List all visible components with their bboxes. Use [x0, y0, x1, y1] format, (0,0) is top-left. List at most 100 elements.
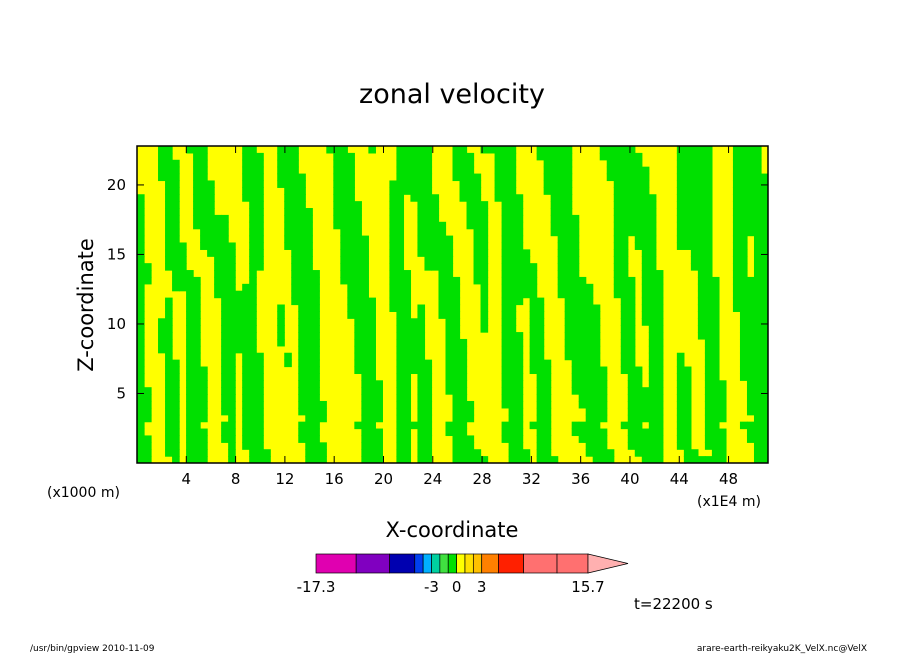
negative-velocity-cell	[158, 166, 166, 175]
negative-velocity-cell	[760, 400, 768, 409]
negative-velocity-cell	[431, 201, 440, 209]
negative-velocity-cell	[543, 442, 552, 450]
negative-velocity-cell	[648, 373, 657, 381]
negative-velocity-cell	[508, 146, 517, 154]
negative-velocity-cell	[186, 345, 194, 354]
negative-velocity-cell	[298, 380, 306, 388]
negative-velocity-cell	[144, 394, 152, 402]
negative-velocity-cell	[760, 256, 768, 264]
negative-velocity-cell	[704, 318, 713, 326]
negative-velocity-cell	[298, 201, 306, 209]
negative-velocity-cell	[627, 208, 636, 216]
negative-velocity-cell	[480, 201, 489, 209]
negative-velocity-cell	[613, 283, 622, 292]
negative-velocity-cell	[711, 304, 720, 312]
negative-velocity-cell	[613, 187, 622, 195]
negative-velocity-cell	[501, 180, 510, 188]
negative-velocity-cell	[200, 400, 208, 409]
negative-velocity-cell	[165, 318, 173, 326]
negative-velocity-cell	[648, 456, 657, 463]
negative-velocity-cell	[641, 400, 650, 409]
negative-velocity-cell	[172, 214, 180, 223]
negative-velocity-cell	[445, 387, 454, 395]
negative-velocity-cell	[697, 456, 706, 463]
negative-velocity-cell	[249, 373, 257, 381]
negative-velocity-cell	[634, 400, 643, 409]
negative-velocity-cell	[508, 187, 517, 195]
negative-velocity-cell	[634, 449, 643, 457]
negative-velocity-cell	[333, 146, 341, 154]
negative-velocity-cell	[585, 290, 594, 299]
negative-velocity-cell	[242, 421, 250, 430]
negative-velocity-cell	[452, 345, 461, 354]
negative-velocity-cell	[571, 297, 580, 306]
negative-velocity-cell	[536, 318, 545, 326]
negative-velocity-cell	[452, 338, 461, 347]
negative-velocity-cell	[298, 180, 306, 188]
negative-velocity-cell	[424, 152, 433, 161]
negative-velocity-cell	[760, 297, 768, 306]
negative-velocity-cell	[536, 332, 545, 340]
negative-velocity-cell	[613, 249, 622, 257]
negative-velocity-cell	[627, 201, 636, 209]
negative-velocity-cell	[165, 366, 173, 375]
colorbar-tick-label: -17.3	[297, 578, 336, 596]
negative-velocity-cell	[193, 435, 201, 443]
negative-velocity-cell	[753, 325, 762, 333]
negative-velocity-cell	[704, 297, 713, 306]
negative-velocity-cell	[711, 338, 720, 347]
negative-velocity-cell	[620, 270, 629, 278]
x-tick-label: 24	[423, 470, 442, 488]
negative-velocity-cell	[571, 228, 580, 237]
plot-area	[136, 145, 769, 464]
x-tick-label: 16	[325, 470, 344, 488]
negative-velocity-cell	[361, 435, 369, 443]
negative-velocity-cell	[683, 173, 692, 182]
negative-velocity-cell	[746, 187, 755, 195]
negative-velocity-cell	[214, 249, 222, 257]
negative-velocity-cell	[648, 201, 657, 209]
negative-velocity-cell	[424, 449, 433, 457]
negative-velocity-cell	[585, 442, 594, 450]
negative-velocity-cell	[739, 221, 748, 230]
x-tick-label: 32	[522, 470, 541, 488]
negative-velocity-cell	[564, 201, 573, 209]
negative-velocity-cell	[249, 421, 257, 430]
negative-velocity-cell	[368, 449, 376, 457]
negative-velocity-cell	[613, 235, 622, 244]
negative-velocity-cell	[389, 201, 398, 209]
negative-velocity-cell	[746, 201, 755, 209]
negative-velocity-cell	[284, 214, 292, 223]
negative-velocity-cell	[396, 208, 405, 216]
negative-velocity-cell	[298, 242, 306, 250]
negative-velocity-cell	[445, 235, 454, 244]
negative-velocity-cell	[739, 270, 748, 278]
negative-velocity-cell	[249, 366, 257, 375]
negative-velocity-cell	[305, 242, 313, 250]
negative-velocity-cell	[550, 201, 559, 209]
negative-velocity-cell	[746, 159, 755, 168]
negative-velocity-cell	[347, 276, 355, 285]
negative-velocity-cell	[634, 201, 643, 209]
negative-velocity-cell	[207, 235, 215, 244]
negative-velocity-cell	[235, 338, 243, 347]
negative-velocity-cell	[627, 304, 636, 312]
negative-velocity-cell	[704, 442, 713, 450]
negative-velocity-cell	[704, 180, 713, 188]
negative-velocity-cell	[228, 270, 236, 278]
negative-velocity-cell	[249, 345, 257, 354]
negative-velocity-cell	[753, 318, 762, 326]
negative-velocity-cell	[676, 387, 685, 395]
negative-velocity-cell	[207, 180, 215, 188]
negative-velocity-cell	[354, 311, 362, 319]
negative-velocity-cell	[207, 187, 215, 195]
negative-velocity-cell	[319, 456, 327, 463]
negative-velocity-cell	[417, 332, 426, 340]
negative-velocity-cell	[305, 249, 313, 257]
colorbar-bin	[456, 553, 466, 574]
negative-velocity-cell	[522, 256, 531, 264]
negative-velocity-cell	[221, 311, 229, 319]
negative-velocity-cell	[193, 366, 201, 375]
negative-velocity-cell	[550, 146, 559, 154]
negative-velocity-cell	[305, 387, 313, 395]
